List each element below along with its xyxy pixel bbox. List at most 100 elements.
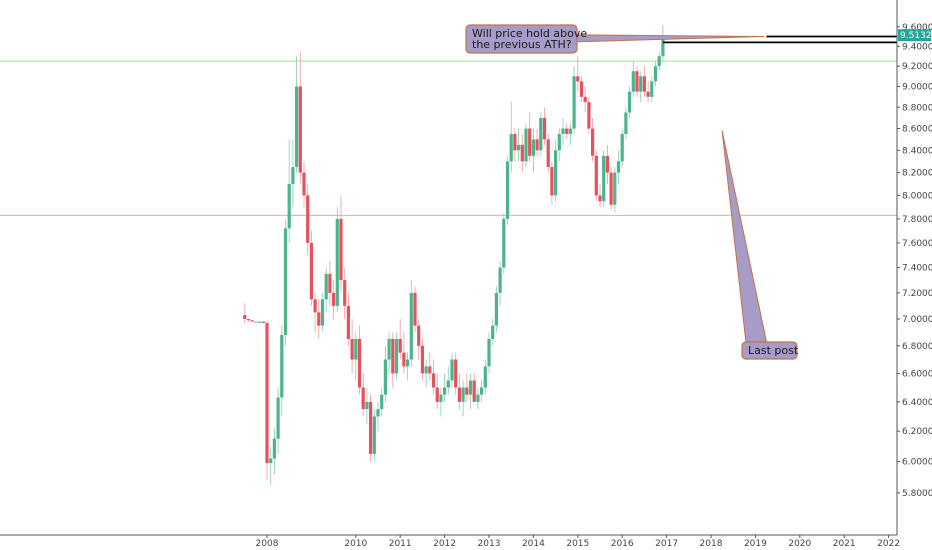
- candle[interactable]: [457, 373, 461, 410]
- candle[interactable]: [420, 339, 424, 381]
- candle[interactable]: [650, 76, 654, 103]
- candle[interactable]: [406, 352, 410, 381]
- candle[interactable]: [653, 61, 658, 87]
- candle[interactable]: [594, 150, 598, 202]
- candle[interactable]: [557, 128, 561, 162]
- candle[interactable]: [542, 107, 547, 145]
- candle[interactable]: [468, 373, 473, 410]
- candle[interactable]: [591, 117, 595, 162]
- candle[interactable]: [517, 128, 521, 162]
- candle[interactable]: [646, 81, 650, 103]
- candle[interactable]: [443, 373, 447, 402]
- candle[interactable]: [283, 218, 288, 346]
- candle[interactable]: [398, 318, 402, 360]
- candle[interactable]: [639, 71, 643, 103]
- candle[interactable]: [528, 112, 532, 162]
- candle[interactable]: [483, 359, 487, 395]
- time-axis[interactable]: 2008 2010 2011 2012 2013 2014 2015 2016 2017 2018…: [0, 534, 900, 549]
- callout-last-post[interactable]: Last post: [721, 130, 799, 360]
- candle[interactable]: [417, 318, 421, 360]
- candle[interactable]: [635, 66, 639, 97]
- candle[interactable]: [513, 128, 517, 162]
- candle[interactable]: [461, 380, 465, 417]
- candle[interactable]: [535, 128, 539, 156]
- candle[interactable]: [620, 128, 624, 167]
- candle[interactable]: [657, 51, 661, 72]
- candle[interactable]: [391, 332, 395, 388]
- candle[interactable]: [609, 166, 613, 210]
- candle[interactable]: [372, 409, 376, 462]
- candle[interactable]: [520, 133, 524, 173]
- candle[interactable]: [320, 292, 325, 333]
- candle[interactable]: [276, 387, 280, 454]
- candle[interactable]: [472, 373, 476, 402]
- candle[interactable]: [579, 76, 584, 103]
- candle[interactable]: [295, 56, 299, 173]
- candle[interactable]: [628, 86, 632, 118]
- candle[interactable]: [280, 325, 284, 417]
- candle[interactable]: [261, 321, 265, 323]
- candle[interactable]: [454, 352, 458, 395]
- candle[interactable]: [243, 303, 247, 323]
- candle[interactable]: [624, 107, 628, 140]
- candle[interactable]: [346, 292, 350, 346]
- candle[interactable]: [343, 267, 347, 319]
- candle[interactable]: [287, 139, 291, 243]
- candle[interactable]: [376, 401, 380, 432]
- candle[interactable]: [446, 366, 450, 395]
- candle[interactable]: [631, 61, 635, 97]
- candle[interactable]: [428, 352, 432, 381]
- candle[interactable]: [394, 332, 399, 381]
- candle[interactable]: [439, 387, 443, 417]
- candle[interactable]: [491, 318, 495, 346]
- candle[interactable]: [302, 161, 306, 208]
- candle[interactable]: [269, 446, 273, 485]
- candle[interactable]: [661, 24, 665, 62]
- candle[interactable]: [587, 96, 591, 134]
- candle[interactable]: [324, 267, 328, 313]
- candle[interactable]: [498, 261, 502, 306]
- candle[interactable]: [328, 261, 332, 306]
- candle[interactable]: [365, 387, 369, 424]
- candle[interactable]: [350, 318, 354, 374]
- candle[interactable]: [387, 332, 391, 374]
- candle[interactable]: [565, 123, 569, 140]
- candle[interactable]: [332, 280, 336, 319]
- candle[interactable]: [258, 321, 262, 323]
- candle[interactable]: [339, 195, 343, 293]
- candle[interactable]: [554, 139, 558, 202]
- candle[interactable]: [246, 318, 251, 322]
- candle[interactable]: [613, 166, 617, 213]
- candle[interactable]: [402, 332, 406, 374]
- candle[interactable]: [335, 207, 339, 313]
- candle[interactable]: [598, 183, 602, 208]
- candle[interactable]: [602, 150, 606, 208]
- candle[interactable]: [354, 332, 358, 381]
- candle[interactable]: [435, 373, 439, 410]
- candle[interactable]: [424, 359, 428, 388]
- candle[interactable]: [265, 321, 269, 481]
- candle[interactable]: [361, 373, 365, 417]
- candle[interactable]: [487, 332, 491, 374]
- candle[interactable]: [317, 299, 321, 340]
- candle[interactable]: [505, 155, 510, 225]
- candle[interactable]: [546, 133, 550, 173]
- candle[interactable]: [298, 51, 302, 184]
- candle[interactable]: [357, 325, 362, 395]
- candle[interactable]: [539, 112, 543, 156]
- candle[interactable]: [272, 428, 276, 474]
- candle[interactable]: [568, 123, 572, 145]
- candle[interactable]: [291, 139, 295, 208]
- candle[interactable]: [605, 144, 609, 184]
- price-axis[interactable]: 9.60000 9.40000 9.20000 9.00000 8.80000 8.600…: [896, 0, 932, 535]
- candle[interactable]: [465, 373, 469, 402]
- candle[interactable]: [502, 212, 506, 274]
- candle[interactable]: [583, 86, 587, 113]
- candle[interactable]: [509, 102, 513, 173]
- candle[interactable]: [313, 292, 317, 333]
- candle[interactable]: [476, 387, 480, 410]
- candle[interactable]: [250, 320, 254, 322]
- candle[interactable]: [576, 56, 580, 92]
